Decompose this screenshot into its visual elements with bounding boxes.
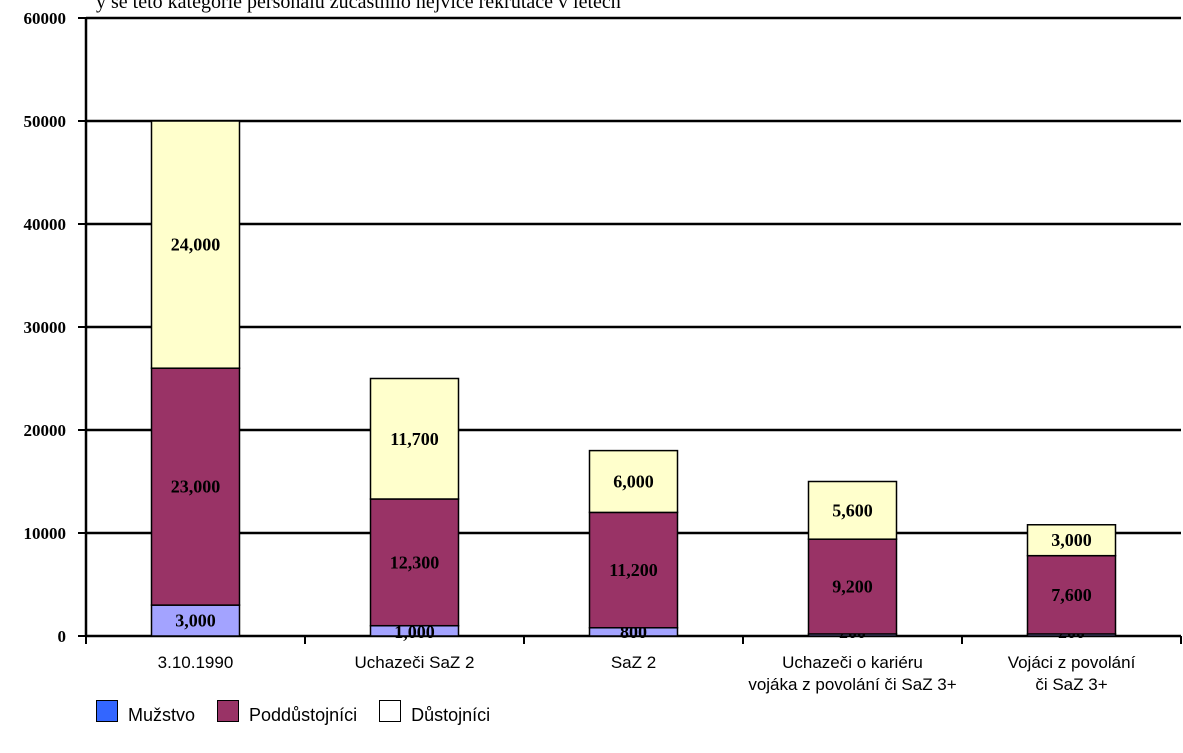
data-label: 11,700 — [390, 429, 439, 449]
x-tick-label: Vojáci z povolání — [1008, 653, 1136, 672]
legend-swatch — [96, 700, 118, 722]
bar-segment — [150, 367, 241, 606]
y-tick-label: 20000 — [24, 421, 67, 440]
bar-segment — [588, 511, 679, 629]
legend-label: Důstojníci — [411, 705, 491, 725]
y-tick-label: 10000 — [24, 524, 67, 543]
data-label: 12,300 — [390, 552, 440, 572]
data-label: 24,000 — [171, 235, 221, 255]
legend-label: Poddůstojníci — [249, 705, 358, 725]
bar-segment — [1026, 524, 1117, 557]
data-label: 7,600 — [1051, 585, 1092, 605]
legend-item: Poddůstojníci — [217, 700, 357, 726]
bar-segment — [1026, 554, 1117, 635]
data-label: 9,200 — [832, 577, 873, 597]
legend-item: Mužstvo — [96, 700, 195, 726]
bar-segment — [150, 604, 241, 637]
data-label: 3,000 — [1051, 530, 1092, 550]
bar-segment — [150, 120, 241, 369]
data-label: 6,000 — [613, 472, 654, 492]
stacked-bar-chart: 0 10000 20000 30000 40000 50000 60000 3,000 23,0… — [24, 9, 1182, 694]
legend-swatch — [217, 700, 240, 722]
chart-legend: Mužstvo Poddůstojníci Důstojníci — [96, 700, 512, 726]
bar-segment — [369, 377, 460, 500]
bar-segment — [369, 498, 460, 627]
data-label: 11,200 — [609, 560, 658, 580]
y-tick-label: 40000 — [24, 215, 67, 234]
y-tick-label: 30000 — [24, 318, 67, 337]
data-label: 3,000 — [175, 611, 216, 631]
legend-label: Mužstvo — [128, 705, 196, 725]
data-label: 5,600 — [832, 500, 873, 520]
legend-swatch — [379, 700, 402, 722]
y-tick-label: 60000 — [24, 9, 67, 28]
x-tick-label: Uchazeči SaZ 2 — [355, 653, 475, 672]
legend-item: Důstojníci — [379, 700, 490, 726]
bar-segment — [807, 538, 898, 635]
x-tick-label: SaZ 2 — [611, 653, 656, 672]
x-tick-label: Uchazeči o kariéru — [782, 653, 923, 672]
bar-segment — [807, 480, 898, 540]
data-label: 23,000 — [171, 477, 221, 497]
y-tick-label: 50000 — [24, 112, 67, 131]
data-label: 1,000 — [394, 622, 435, 642]
x-tick-label: 3.10.1990 — [158, 653, 234, 672]
y-tick-label: 0 — [58, 627, 67, 646]
cropped-caption-text: y se této kategorie personálu zúčastnilo… — [96, 0, 621, 13]
x-tick-label: či SaZ 3+ — [1035, 675, 1107, 694]
x-tick-label: vojáka z povolání či SaZ 3+ — [748, 675, 956, 694]
bar-segment — [588, 449, 679, 514]
